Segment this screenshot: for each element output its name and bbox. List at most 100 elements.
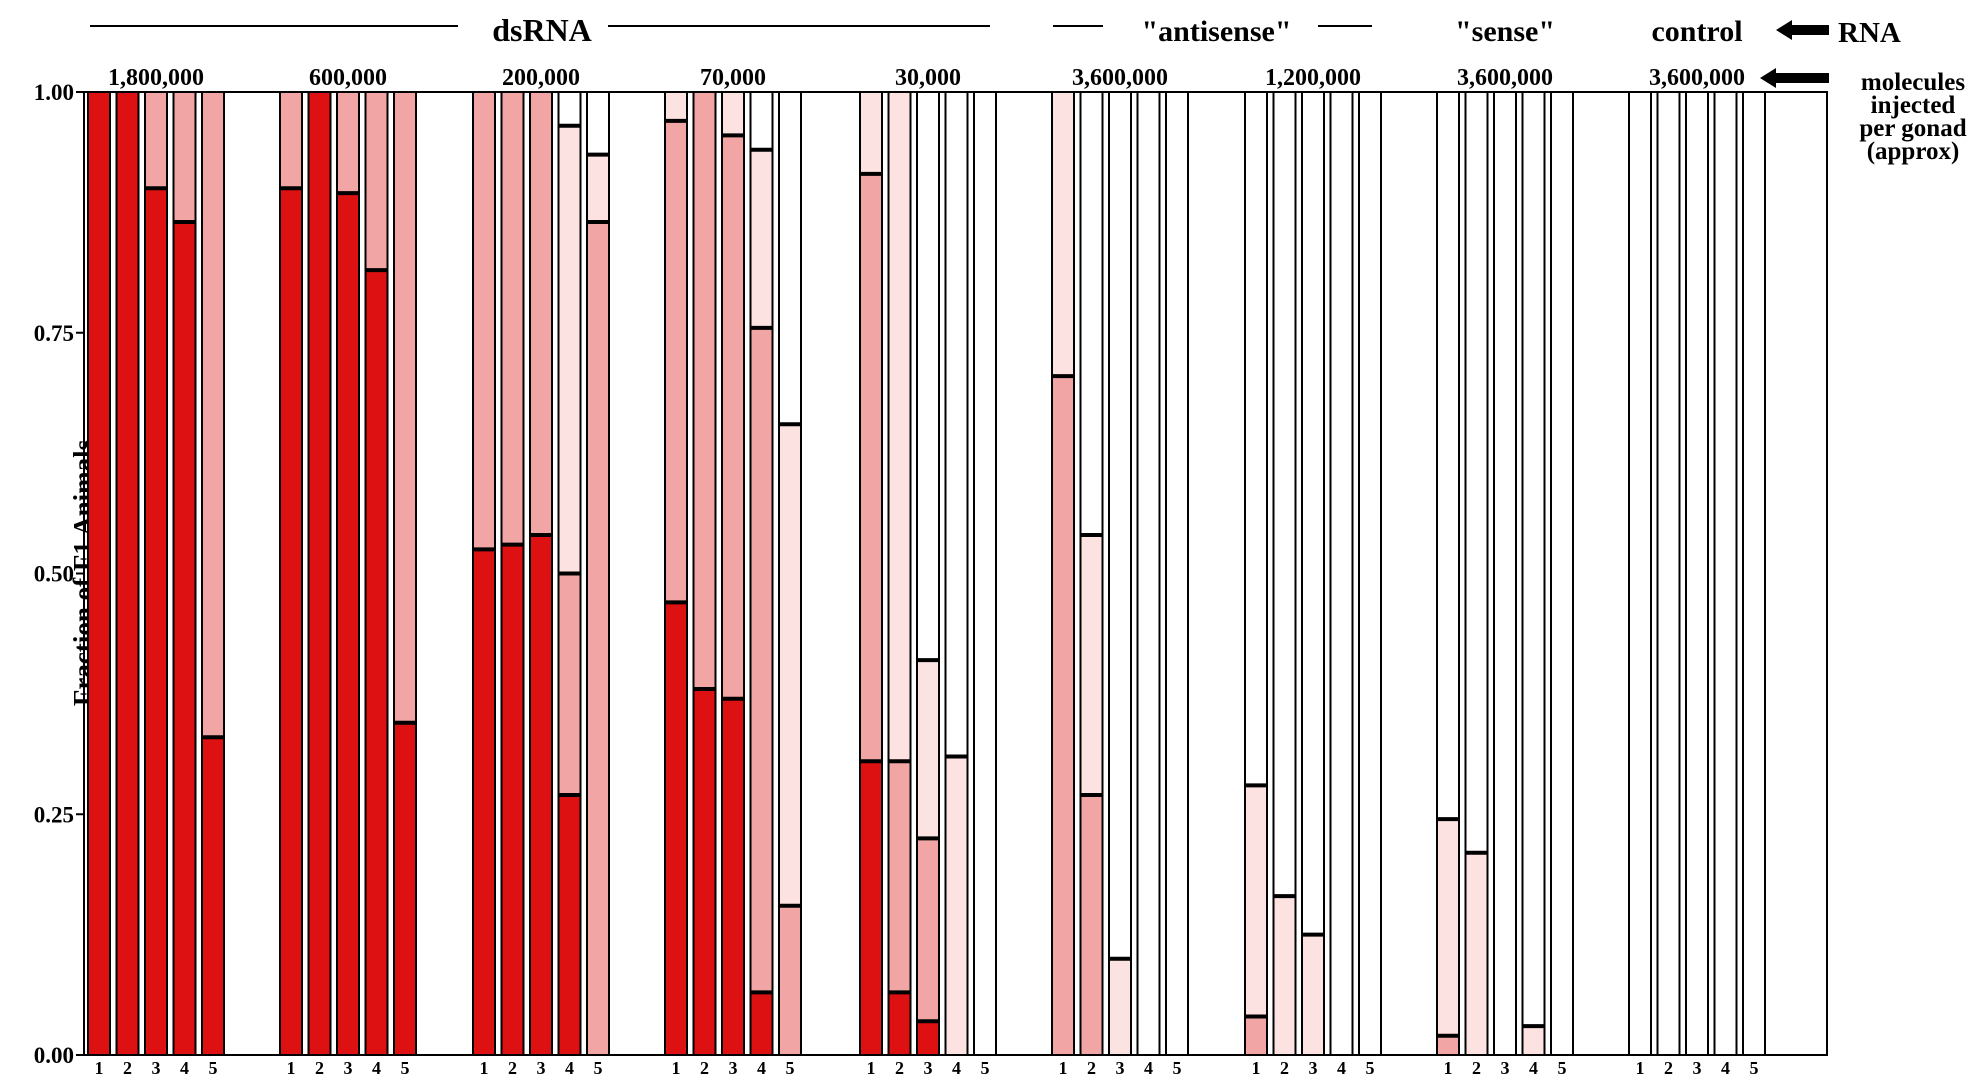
bar-segment bbox=[395, 92, 415, 723]
bar-border bbox=[916, 91, 940, 1056]
bar-border bbox=[1079, 91, 1104, 1056]
x-tick-label: 2 bbox=[315, 1058, 324, 1078]
bar-border bbox=[172, 91, 197, 1056]
dose-label: 1,800,000 bbox=[108, 65, 204, 91]
bar-outline bbox=[973, 91, 997, 1056]
bar-border bbox=[557, 91, 582, 1056]
bar-segment bbox=[861, 761, 881, 1055]
x-tick-label: 1 bbox=[1444, 1058, 1453, 1078]
bar-border bbox=[1301, 91, 1325, 1056]
bar-border bbox=[1329, 91, 1354, 1056]
bar-segment bbox=[1466, 852, 1487, 1055]
bar-segment bbox=[723, 698, 743, 1055]
x-tick-label: 5 bbox=[1750, 1058, 1759, 1078]
bar-segment bbox=[1438, 819, 1458, 1036]
bar-outline bbox=[1358, 91, 1382, 1056]
category-label: "sense" bbox=[1455, 15, 1555, 48]
bar-segment bbox=[723, 135, 743, 699]
bar-border bbox=[1685, 91, 1709, 1056]
bar-outline bbox=[1628, 91, 1652, 1056]
bar-border bbox=[749, 91, 774, 1056]
bar-border bbox=[1358, 91, 1382, 1056]
bar-outline bbox=[1108, 91, 1132, 1056]
bar-segment bbox=[559, 573, 580, 795]
x-tick-label: 1 bbox=[480, 1058, 489, 1078]
bar-border bbox=[859, 91, 883, 1056]
x-tick-label: 1 bbox=[95, 1058, 104, 1078]
bar-segment bbox=[861, 92, 881, 174]
x-tick-label: 5 bbox=[1558, 1058, 1567, 1078]
dose-label: 3,600,000 bbox=[1649, 65, 1745, 91]
x-tick-label: 1 bbox=[672, 1058, 681, 1078]
approx-label: (approx) bbox=[1867, 138, 1960, 165]
bar-segment bbox=[366, 270, 387, 1055]
category-label: dsRNA bbox=[492, 12, 592, 48]
bar-segment bbox=[666, 602, 686, 1055]
bar-border bbox=[279, 91, 303, 1056]
x-tick-label: 4 bbox=[372, 1058, 381, 1078]
bar-border bbox=[1656, 91, 1681, 1056]
x-tick-label: 3 bbox=[729, 1058, 738, 1078]
injected-label: injected bbox=[1871, 92, 1956, 119]
rna-label: RNA bbox=[1838, 17, 1901, 49]
bar-border bbox=[472, 91, 496, 1056]
bar-segment bbox=[751, 992, 772, 1055]
bar-segment bbox=[559, 794, 580, 1055]
x-tick-label: 4 bbox=[565, 1058, 574, 1078]
bar-outline bbox=[1656, 91, 1681, 1056]
x-tick-label: 3 bbox=[152, 1058, 161, 1078]
bar-border bbox=[87, 91, 111, 1056]
bar-border bbox=[1272, 91, 1297, 1056]
bar-border bbox=[1464, 91, 1489, 1056]
bar-segment bbox=[395, 722, 415, 1055]
bar-segment bbox=[174, 92, 195, 223]
x-tick-label: 1 bbox=[867, 1058, 876, 1078]
bar-segment bbox=[1053, 92, 1073, 377]
bar-segment bbox=[588, 222, 608, 1055]
category-label: control bbox=[1651, 15, 1742, 48]
bar-border bbox=[364, 91, 389, 1056]
arrow-left-icon bbox=[1760, 68, 1829, 88]
bar-segment bbox=[502, 544, 523, 1055]
bar-border bbox=[1628, 91, 1652, 1056]
bar-group: 1 2 3 4 5 3,600,000 bbox=[1051, 65, 1189, 1078]
bar-border bbox=[500, 91, 525, 1056]
dose-label: 3,600,000 bbox=[1457, 65, 1553, 91]
bar-border bbox=[529, 91, 553, 1056]
bar-border bbox=[664, 91, 688, 1056]
category-label: "antisense" bbox=[1142, 15, 1292, 48]
bar-border bbox=[307, 91, 332, 1056]
y-tick-label: 0.50 bbox=[34, 562, 74, 587]
bar-outline bbox=[1713, 91, 1738, 1056]
x-tick-label: 3 bbox=[1693, 1058, 1702, 1078]
bar-segment bbox=[751, 327, 772, 993]
bar-segment bbox=[889, 761, 910, 993]
bar-border bbox=[973, 91, 997, 1056]
x-tick-label: 4 bbox=[757, 1058, 766, 1078]
x-tick-label: 2 bbox=[1280, 1058, 1289, 1078]
bar-border bbox=[1108, 91, 1132, 1056]
dose-label: 3,600,000 bbox=[1072, 65, 1168, 91]
y-tick-label: 1.00 bbox=[34, 80, 74, 105]
bar-group: 1 2 3 4 5 600,000 bbox=[279, 65, 417, 1078]
bar-segment bbox=[1081, 534, 1102, 795]
bar-outline bbox=[1493, 91, 1517, 1056]
x-tick-label: 5 bbox=[209, 1058, 218, 1078]
bar-outline bbox=[1136, 91, 1161, 1056]
bar-outline bbox=[1301, 91, 1325, 1056]
bar-segment bbox=[1246, 785, 1266, 1017]
bar-outline bbox=[1550, 91, 1574, 1056]
bar-segment bbox=[559, 125, 580, 574]
bar-segment bbox=[146, 92, 166, 189]
bar-segment bbox=[694, 689, 715, 1055]
x-tick-label: 4 bbox=[952, 1058, 961, 1078]
y-axis: 0.00 0.25 0.50 0.75 1.00 bbox=[34, 80, 84, 1068]
bar-border bbox=[115, 91, 140, 1056]
bar-segment bbox=[1110, 958, 1130, 1055]
y-tick-label: 0.25 bbox=[34, 802, 74, 827]
bar-segment bbox=[174, 222, 195, 1055]
category-headers: dsRNA "antisense" "sense" control bbox=[90, 12, 1743, 48]
bar-segment bbox=[861, 173, 881, 762]
